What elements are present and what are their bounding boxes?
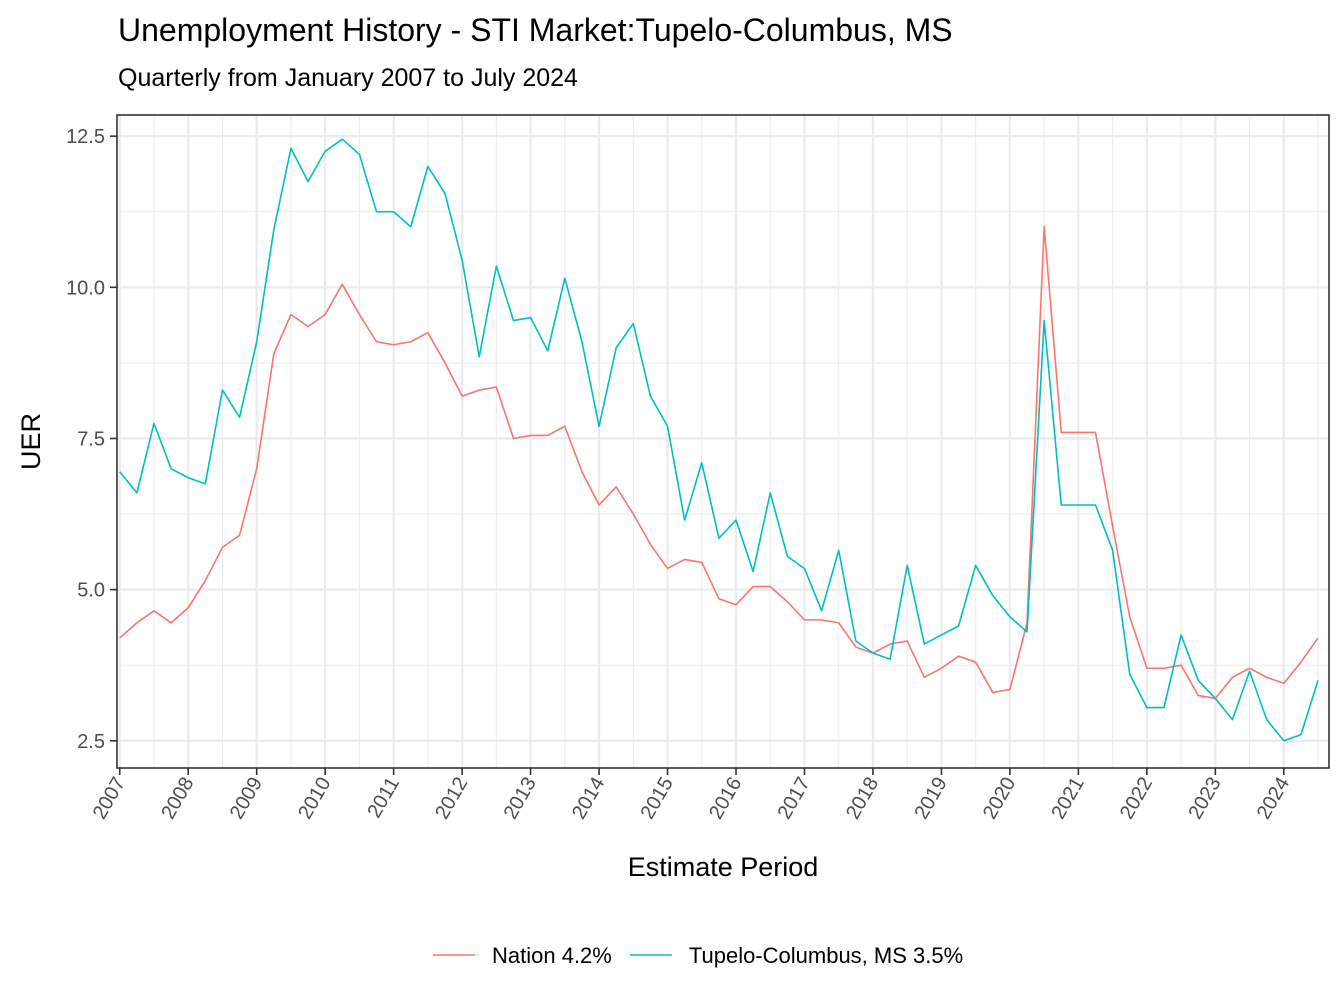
x-tick-label: 2020 [979, 774, 1020, 824]
x-tick-label: 2011 [363, 774, 404, 822]
chart-subtitle: Quarterly from January 2007 to July 2024 [118, 64, 578, 92]
x-tick-label: 2024 [1253, 774, 1294, 824]
x-tick-label: 2009 [226, 774, 267, 824]
series-line-nation [119, 226, 1319, 700]
x-axis-title: Estimate Period [628, 852, 819, 882]
x-tick-label: 2023 [1184, 774, 1225, 824]
legend-label: Tupelo-Columbus, MS 3.5% [689, 943, 963, 968]
x-tick-label: 2013 [500, 774, 541, 824]
y-axis-title: UER [16, 413, 46, 470]
major-gridlines [117, 115, 1329, 768]
x-tick-label: 2019 [910, 774, 951, 824]
x-axis: 2007 2008 2009 2010 2011 2012 2013 2014 2015 2016… [89, 768, 1294, 823]
y-axis: 2.5 5.0 7.5 10.0 12.5 [66, 126, 117, 753]
x-tick-label: 2008 [157, 774, 198, 824]
legend-label: Nation 4.2% [492, 943, 612, 968]
x-tick-label: 2021 [1047, 774, 1088, 824]
y-tick-label: 2.5 [77, 731, 105, 753]
series-lines [119, 138, 1319, 742]
minor-gridlines [117, 115, 1329, 768]
series-line-tupelo-columbus [119, 138, 1319, 742]
chart-title: Unemployment History - STI Market:Tupelo… [118, 12, 953, 48]
x-tick-label: 2018 [842, 774, 883, 824]
y-tick-label: 12.5 [66, 126, 105, 148]
y-tick-label: 10.0 [66, 277, 105, 299]
plot-panel-border [116, 114, 1330, 769]
x-tick-label: 2022 [1116, 774, 1157, 824]
x-tick-label: 2007 [89, 774, 130, 824]
x-tick-label: 2016 [705, 774, 746, 824]
x-tick-label: 2015 [637, 774, 678, 824]
y-tick-label: 7.5 [77, 428, 105, 450]
x-tick-label: 2010 [294, 774, 335, 824]
legend: Nation 4.2% Tupelo-Columbus, MS 3.5% [433, 943, 963, 968]
y-tick-label: 5.0 [77, 580, 105, 602]
x-tick-label: 2012 [431, 774, 472, 824]
x-tick-label: 2017 [774, 774, 815, 824]
x-tick-label: 2014 [568, 774, 609, 824]
